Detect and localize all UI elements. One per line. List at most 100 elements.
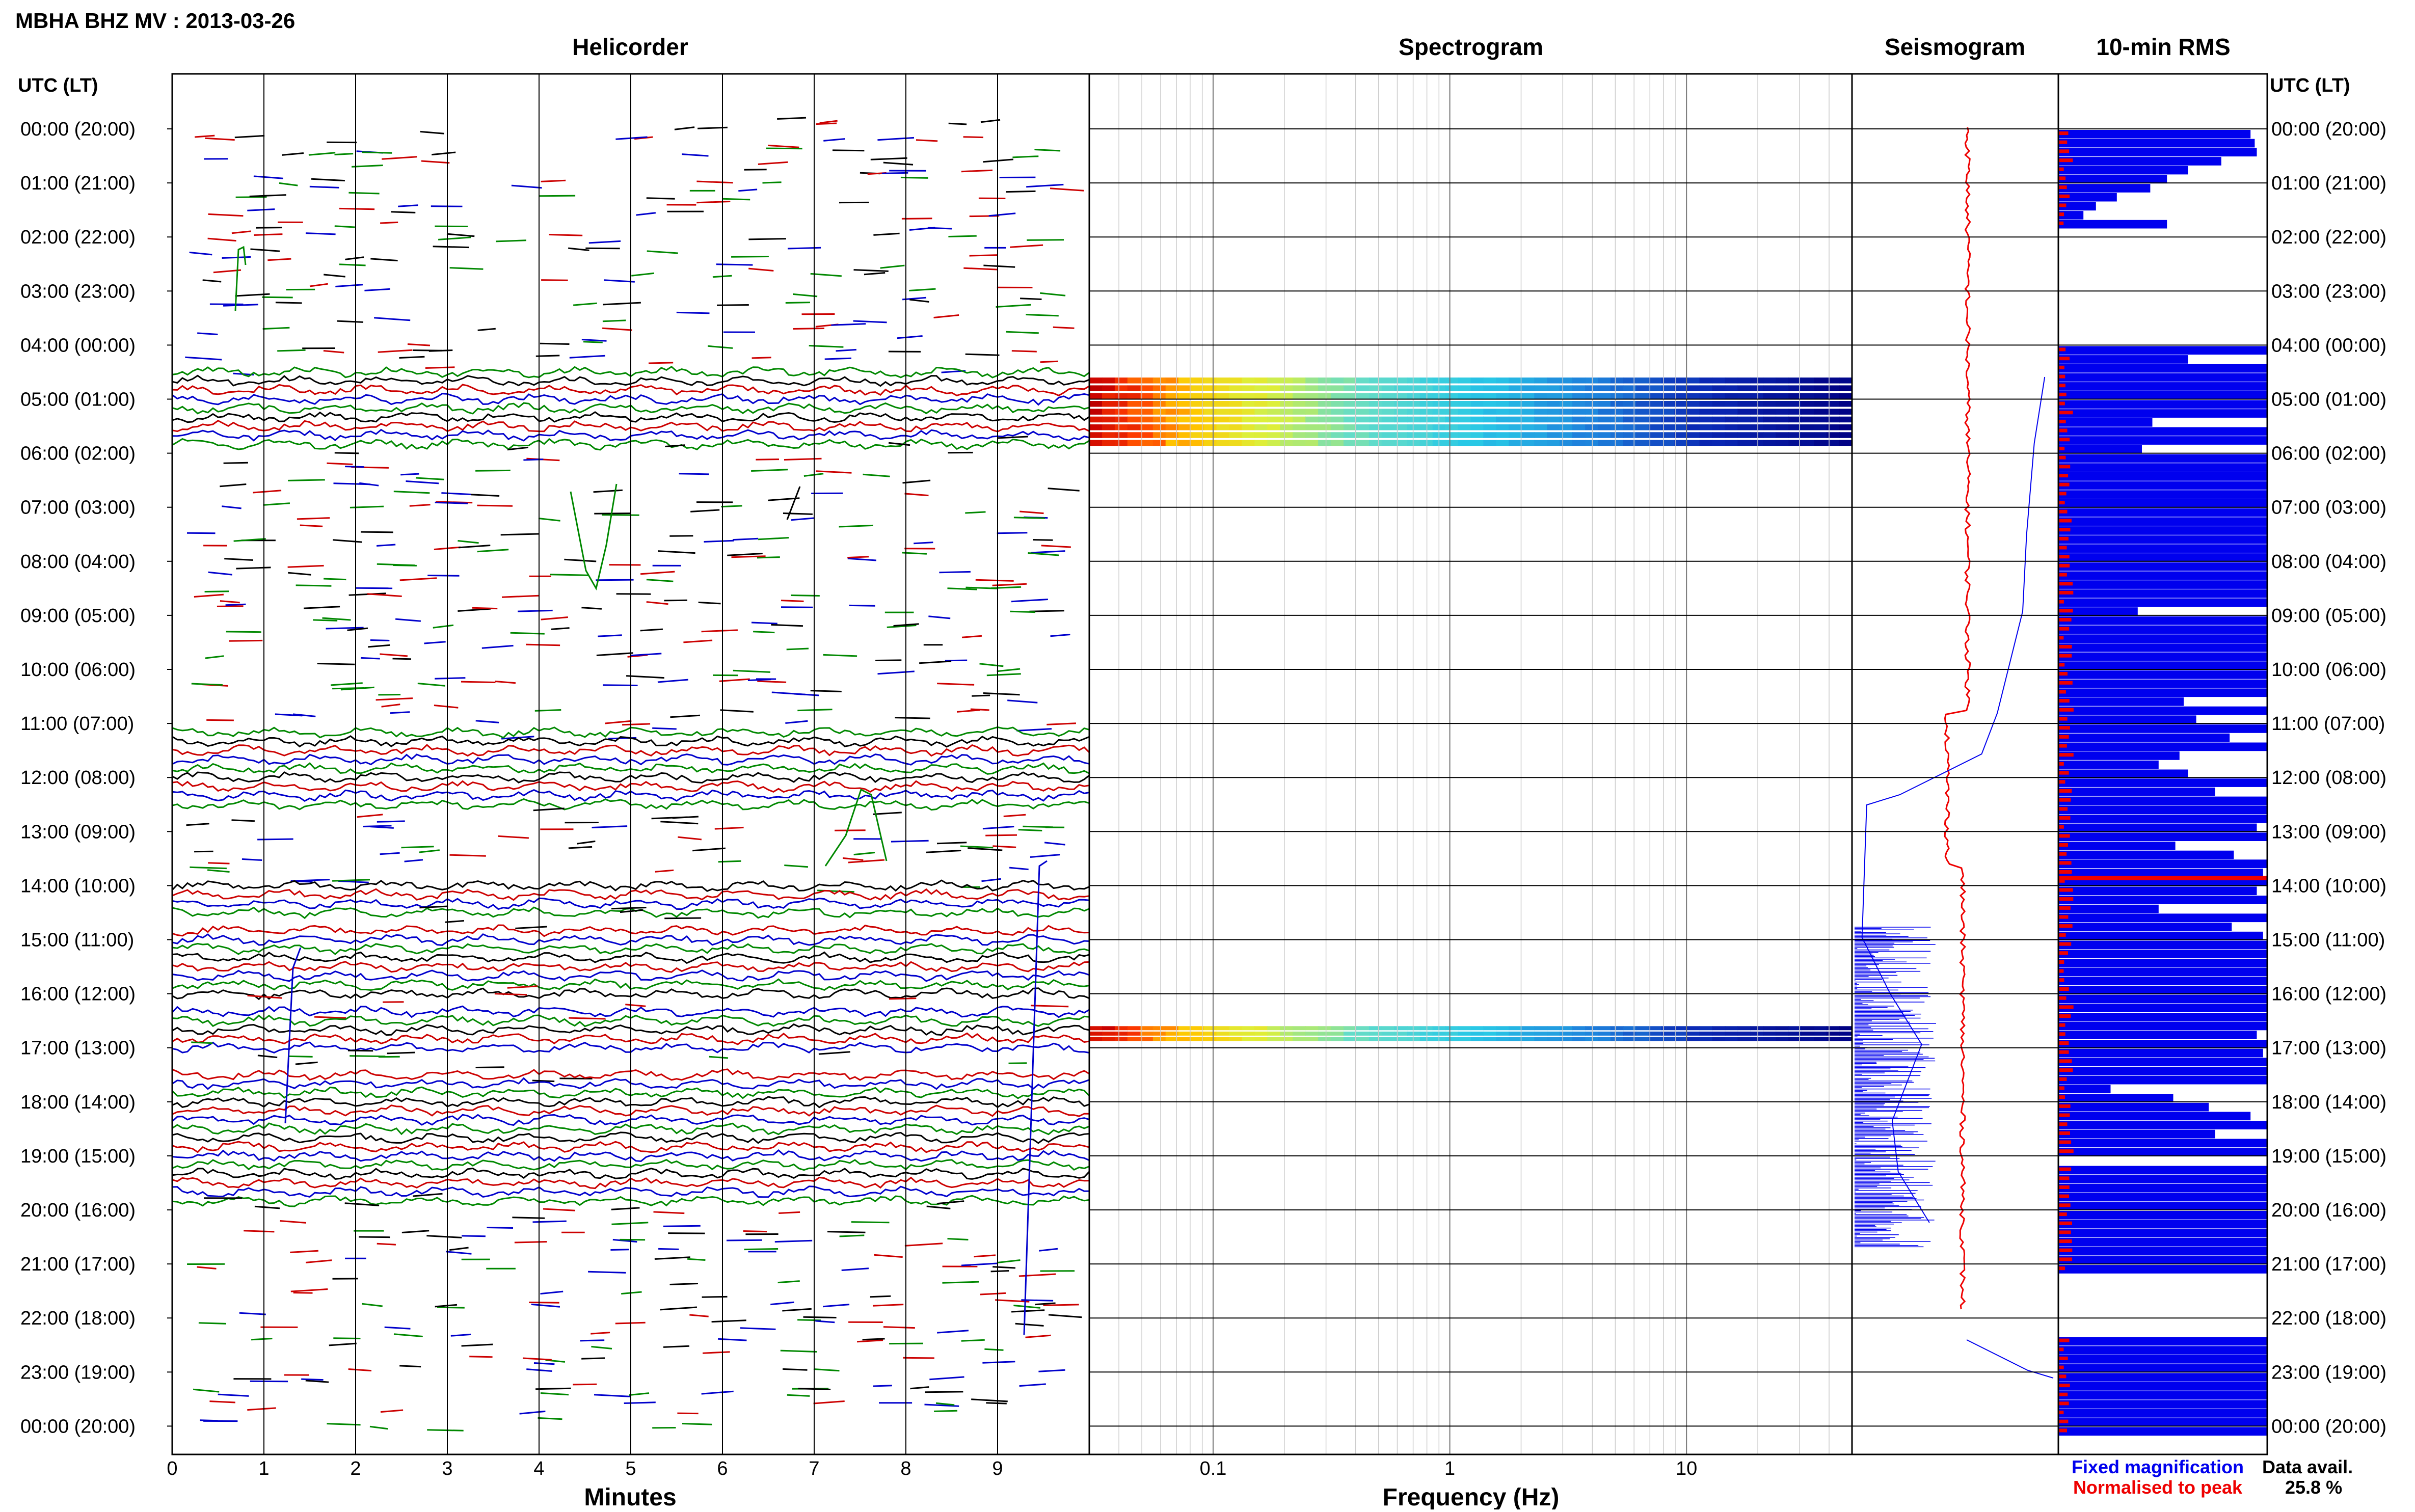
spectrogram-cell (1242, 1032, 1255, 1036)
spectrogram-cell (1496, 1032, 1509, 1036)
rms-bar (2058, 1040, 2267, 1048)
spectrogram-cell (1293, 385, 1306, 391)
spectrogram-cell (1547, 393, 1560, 399)
helicorder-trace-segment (929, 1377, 964, 1380)
spectrogram-cell (1153, 424, 1166, 430)
spectrogram-cell (1293, 409, 1306, 415)
helicorder-trace-segment (291, 1289, 328, 1292)
rms-bar (2058, 427, 2267, 436)
spectrogram-cell (1534, 1037, 1547, 1041)
spectrogram-cell (1318, 401, 1331, 407)
spectrogram-cell (1814, 385, 1827, 391)
rms-bar (2058, 1355, 2267, 1364)
helicorder-trace-segment (435, 1305, 457, 1307)
spectrogram-cell (1611, 377, 1624, 384)
spectrogram-cell (1089, 393, 1103, 399)
rms-peak-tick (2058, 699, 2070, 703)
helicorder-trace-segment (814, 1369, 840, 1371)
spectrogram-cell (1585, 440, 1598, 446)
spectrogram-cell (1649, 393, 1662, 399)
helicorder-trace-segment (727, 554, 763, 556)
helicorder-trace-segment (689, 1315, 708, 1316)
spectrogram-cell (1382, 1037, 1395, 1041)
helicorder-trace-segment (763, 182, 782, 183)
spectrogram-cell (1305, 424, 1319, 430)
spectrogram-cell (1445, 377, 1459, 384)
spectrogram-cell (1115, 385, 1128, 391)
rms-bar (2058, 1121, 2267, 1129)
spectrogram-cell (1712, 409, 1726, 415)
spectrogram-cell (1521, 440, 1535, 446)
rms-peak-tick (2058, 1203, 2071, 1207)
spectrogram-cell (1712, 1032, 1726, 1036)
spectrogram-cell (1217, 377, 1230, 384)
helicorder-trace-segment (647, 251, 678, 253)
rms-peak-tick (2058, 1095, 2065, 1099)
rms-bar (2058, 472, 2267, 481)
helicorder-trace-segment (194, 595, 224, 597)
helicorder-trace-segment (445, 921, 464, 922)
rms-peak-tick (2058, 1041, 2069, 1045)
spectrogram-cell (1331, 424, 1344, 430)
helicorder-trace-segment (690, 510, 719, 512)
spectrogram-cell (1712, 424, 1726, 430)
hour-label-right: 06:00 (02:00) (2271, 443, 2386, 465)
spectrogram-cell (1585, 1032, 1598, 1036)
spectrogram-cell (1394, 440, 1408, 446)
helicorder-trace-segment (781, 1351, 817, 1352)
spectrogram-cell (1801, 393, 1814, 399)
helicorder-trace-segment (697, 127, 728, 128)
spectrogram-cell (1420, 385, 1433, 391)
helicorder-trace-segment (733, 670, 770, 672)
helicorder-trace-segment (585, 248, 620, 249)
spectrogram-cell (1687, 393, 1700, 399)
helicorder-trace-segment (588, 1272, 626, 1273)
rms-peak-tick (2058, 645, 2072, 649)
helicorder-trace-segment (232, 231, 251, 233)
helicorder-trace-segment (811, 691, 842, 692)
rms-bar (2058, 148, 2257, 156)
spectrogram-cell (1572, 1037, 1586, 1041)
helicorder-trace-segment (190, 252, 212, 255)
spectrogram-cell (1369, 1032, 1382, 1036)
spectrogram-cell (1204, 401, 1217, 407)
spectrogram-cell (1814, 393, 1827, 399)
helicorder-trace-segment (569, 1018, 605, 1019)
rms-peak-tick (2058, 366, 2064, 369)
spectrogram-cell (1725, 417, 1738, 423)
helicorder-trace-segment (450, 855, 486, 856)
spectrogram-cell (1572, 417, 1586, 423)
spectrogram-cell (1521, 377, 1535, 384)
legend-fixed-magnification: Fixed magnification (2072, 1456, 2244, 1477)
helicorder-trace-segment (296, 585, 332, 586)
helicorder-trace-segment (738, 190, 757, 191)
spectrogram-cell (1521, 432, 1535, 438)
spectrogram-cell (1547, 401, 1560, 407)
helicorder-trace-segment (477, 505, 513, 506)
spectrogram-cell (1649, 1032, 1662, 1036)
hour-label-right: 04:00 (00:00) (2271, 335, 2386, 356)
rms-bar (2058, 734, 2230, 742)
spectrogram-cell (1712, 1037, 1726, 1041)
helicorder-trace-segment (779, 1212, 800, 1213)
helicorder-trace-segment (873, 233, 899, 235)
spectrogram-cell (1737, 440, 1751, 446)
helicorder-trace-segment (1028, 553, 1059, 556)
helicorder-trace-segment (478, 329, 496, 330)
spectrogram-cell (1445, 1032, 1459, 1036)
rms-bar (2058, 1364, 2267, 1373)
spectrogram-cell (1801, 440, 1814, 446)
spectrogram-cell (1267, 401, 1280, 407)
spectrogram-cell (1496, 417, 1509, 423)
helicorder-trace-segment (1030, 855, 1060, 857)
helicorder-trace-segment (426, 1236, 462, 1238)
spectrogram-cell (1471, 385, 1484, 391)
helicorder-trace-segment (909, 300, 929, 302)
rms-bar (2058, 400, 2267, 409)
helicorder-trace-segment (877, 138, 914, 140)
helicorder-trace-segment (948, 1239, 969, 1240)
rms-bar (2058, 346, 2267, 355)
rms-bar (2058, 770, 2188, 778)
rms-peak-tick (2058, 357, 2070, 360)
helicorder-trace-segment (205, 656, 224, 658)
